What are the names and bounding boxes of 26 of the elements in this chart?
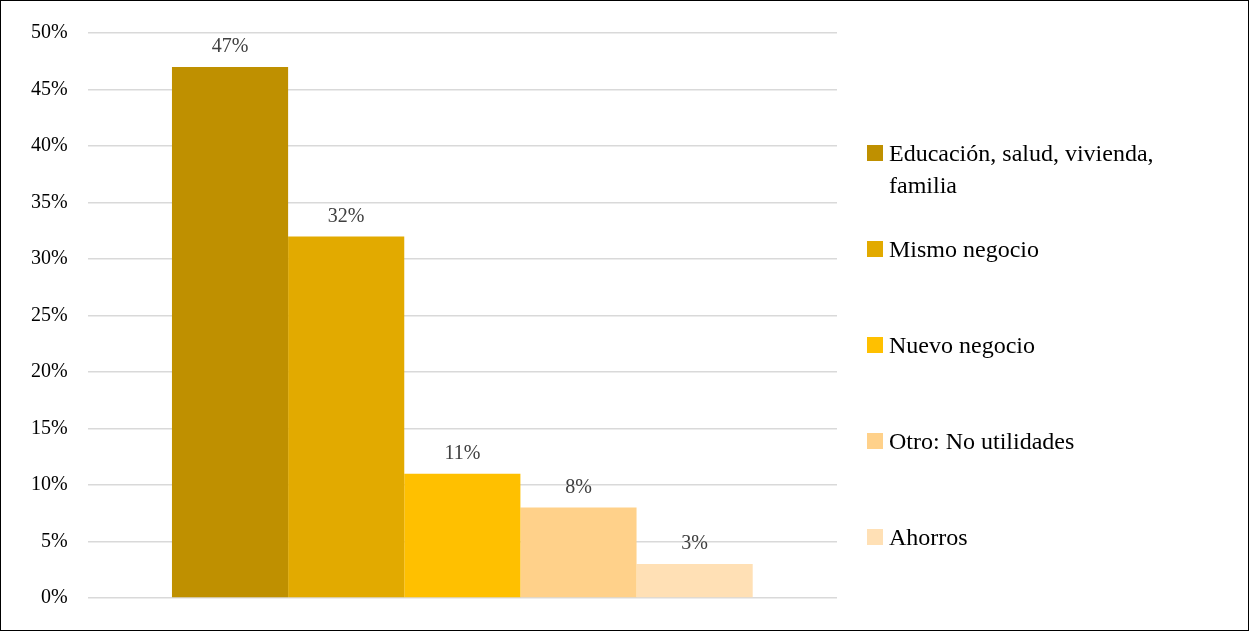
y-tick-label: 40% [30, 133, 68, 156]
bar [288, 236, 405, 598]
y-tick-label: 50% [30, 20, 68, 43]
y-tick-label: 45% [30, 76, 68, 99]
legend-label: Nuevo negocio [889, 331, 1035, 360]
data-label: 11% [444, 440, 481, 463]
y-tick-label: 25% [30, 302, 68, 325]
y-tick-label: 35% [30, 189, 68, 212]
y-tick-label: 0% [40, 585, 68, 608]
legend-label: Educación, salud, vivienda, familia [889, 139, 1155, 200]
bar [171, 66, 289, 598]
y-tick-label: 10% [30, 472, 68, 495]
bar [636, 564, 753, 598]
legend-label: Mismo negocio [889, 235, 1039, 264]
legend-label: Otro: No utilidades [889, 427, 1075, 456]
data-label: 32% [327, 203, 365, 226]
legend-label: Ahorros [889, 523, 968, 552]
bar [404, 473, 521, 598]
data-label: 8% [565, 474, 592, 497]
y-tick-label: 30% [30, 246, 68, 269]
y-tick-label: 5% [40, 528, 68, 551]
data-label: 3% [681, 531, 708, 554]
y-tick-label: 15% [30, 415, 68, 438]
data-label: 47% [211, 34, 249, 57]
bar [520, 507, 637, 598]
y-tick-label: 20% [30, 359, 68, 382]
